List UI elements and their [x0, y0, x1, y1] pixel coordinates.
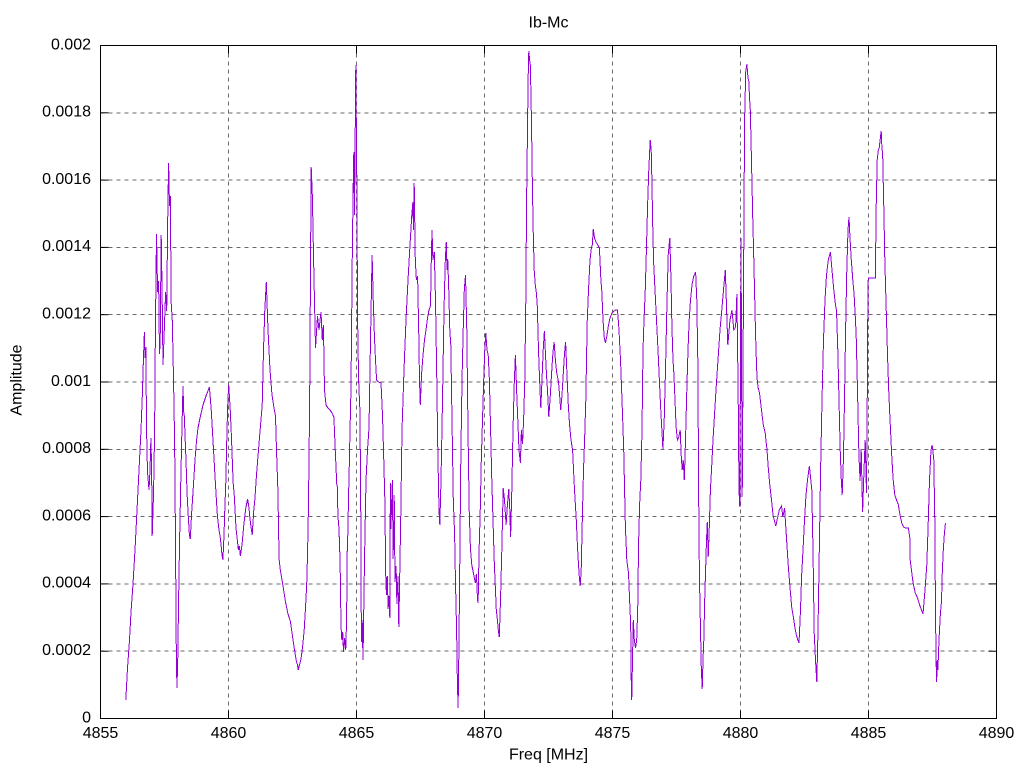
svg-text:4870: 4870: [467, 725, 503, 742]
svg-text:0.002: 0.002: [51, 36, 91, 53]
svg-text:4885: 4885: [851, 725, 887, 742]
svg-text:0.0004: 0.0004: [42, 575, 91, 592]
svg-text:0.001: 0.001: [51, 373, 91, 390]
svg-text:0.0016: 0.0016: [42, 171, 91, 188]
svg-text:0.0012: 0.0012: [42, 306, 91, 323]
svg-text:0.0006: 0.0006: [42, 507, 91, 524]
svg-text:Freq [MHz]: Freq [MHz]: [509, 747, 588, 764]
svg-text:0.0002: 0.0002: [42, 642, 91, 659]
svg-text:4865: 4865: [339, 725, 375, 742]
svg-text:Ib-Mc: Ib-Mc: [529, 15, 569, 32]
svg-text:4860: 4860: [211, 725, 247, 742]
svg-text:0.0008: 0.0008: [42, 440, 91, 457]
svg-text:4890: 4890: [979, 725, 1015, 742]
svg-text:4855: 4855: [83, 725, 119, 742]
svg-text:4875: 4875: [595, 725, 631, 742]
svg-text:0.0014: 0.0014: [42, 238, 91, 255]
svg-text:0: 0: [82, 709, 91, 726]
svg-text:0.0018: 0.0018: [42, 104, 91, 121]
svg-text:Amplitude: Amplitude: [9, 344, 26, 415]
svg-text:4880: 4880: [723, 725, 759, 742]
